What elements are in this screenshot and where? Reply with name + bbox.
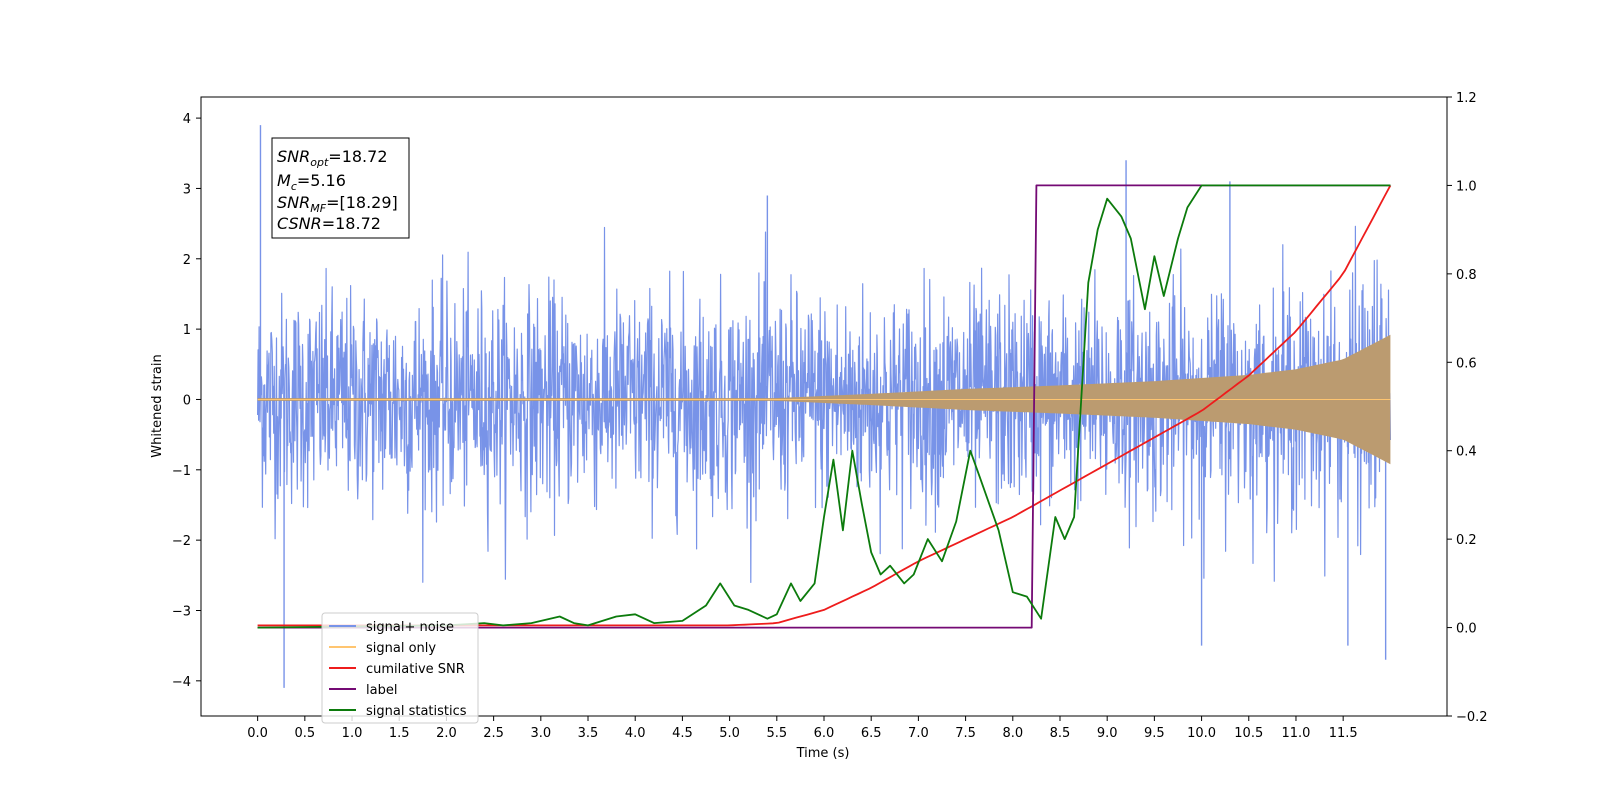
x-tick-label: 3.5 — [578, 726, 599, 741]
y-tick-label: −2 — [172, 534, 191, 549]
legend-item: signal only — [329, 641, 436, 656]
x-tick-label: 3.0 — [530, 726, 551, 741]
x-tick-label: 7.0 — [908, 726, 929, 741]
y-tick-label: −1 — [172, 464, 191, 479]
info-line-chirp-mass: Mc=5.16 — [277, 171, 346, 193]
info-line-snr-mf: SNRMF=[18.29] — [277, 193, 398, 215]
x-tick-label: 0.0 — [247, 726, 268, 741]
legend-item: signal+ noise — [329, 620, 454, 635]
x-tick-label: 11.0 — [1281, 726, 1310, 741]
info-line-snr-opt: SNRopt=18.72 — [277, 147, 388, 169]
info-box-frame — [271, 137, 410, 239]
y2-tick-label: 0.2 — [1456, 533, 1477, 548]
x-tick-label: 7.5 — [955, 726, 976, 741]
y-tick-label: 4 — [183, 112, 191, 127]
y2-tick-label: 0.4 — [1456, 445, 1477, 460]
y2-tick-label: 1.2 — [1456, 91, 1477, 106]
x-tick-label: 2.5 — [483, 726, 504, 741]
legend-label: label — [366, 683, 397, 698]
legend-item: label — [329, 683, 397, 698]
x-tick-label: 1.0 — [342, 726, 363, 741]
signal-only-series — [257, 334, 1391, 465]
x-tick-label: 8.5 — [1050, 726, 1071, 741]
info-line-csnr: CSNR=18.72 — [277, 214, 381, 233]
x-tick-label: 11.5 — [1329, 726, 1358, 741]
x-tick-label: 9.5 — [1144, 726, 1165, 741]
x-tick-label: 5.0 — [719, 726, 740, 741]
signal-statistics-line — [257, 184, 1391, 629]
legend-item: signal statistics — [329, 704, 467, 719]
x-tick-label: 6.0 — [814, 726, 835, 741]
legend-label: signal statistics — [366, 704, 467, 719]
legend-label: cumilative SNR — [366, 662, 465, 677]
legend-frame — [321, 612, 479, 724]
y-axis-ticks: −4 −3 −2 −1 0 1 2 3 4 — [172, 112, 201, 690]
y-axis-label: Whitened strain — [150, 354, 165, 457]
signal-noise-line — [257, 225, 1391, 583]
y2-tick-label: 0.6 — [1456, 356, 1477, 371]
y-tick-label: 3 — [183, 182, 191, 197]
x-tick-label: 10.0 — [1187, 726, 1216, 741]
y-tick-label: 2 — [183, 253, 191, 268]
x-tick-label: 8.0 — [1002, 726, 1023, 741]
x-axis-label: Time (s) — [796, 746, 850, 761]
x-tick-label: 9.0 — [1097, 726, 1118, 741]
x-tick-label: 1.5 — [389, 726, 410, 741]
y2-tick-label: 0.8 — [1456, 268, 1477, 283]
y-tick-label: −4 — [172, 675, 191, 690]
y2-tick-label: 1.0 — [1456, 179, 1477, 194]
x-tick-label: 10.5 — [1234, 726, 1263, 741]
x-tick-label: 4.0 — [625, 726, 646, 741]
y-tick-label: 1 — [183, 323, 191, 338]
x-tick-label: 4.5 — [672, 726, 693, 741]
x-tick-label: 6.5 — [861, 726, 882, 741]
signal-noise-series — [257, 125, 1391, 688]
x-axis-ticks: 0.0 0.5 1.0 1.5 2.0 2.5 3.0 3.5 4.0 4.5 5.0 5.5 6.0 6… — [247, 716, 1358, 741]
x-tick-label: 5.5 — [766, 726, 787, 741]
y2-tick-label: 0.0 — [1456, 622, 1477, 637]
x-tick-label: 0.5 — [294, 726, 315, 741]
legend: signal+ noise signal only cumilative SNR… — [321, 612, 479, 724]
legend-label: signal+ noise — [366, 620, 454, 635]
x-tick-label: 2.0 — [436, 726, 457, 741]
info-box: SNRopt=18.72 Mc=5.16 SNRMF=[18.29] CSNR=… — [271, 137, 410, 239]
legend-item: cumilative SNR — [329, 662, 465, 677]
y2-tick-label: −0.2 — [1456, 710, 1488, 725]
y-tick-label: 0 — [183, 393, 191, 408]
y-tick-label: −3 — [172, 604, 191, 619]
legend-label: signal only — [366, 641, 436, 656]
y2-axis-ticks: −0.2 0.0 0.2 0.4 0.6 0.8 1.0 1.2 — [1447, 91, 1488, 725]
